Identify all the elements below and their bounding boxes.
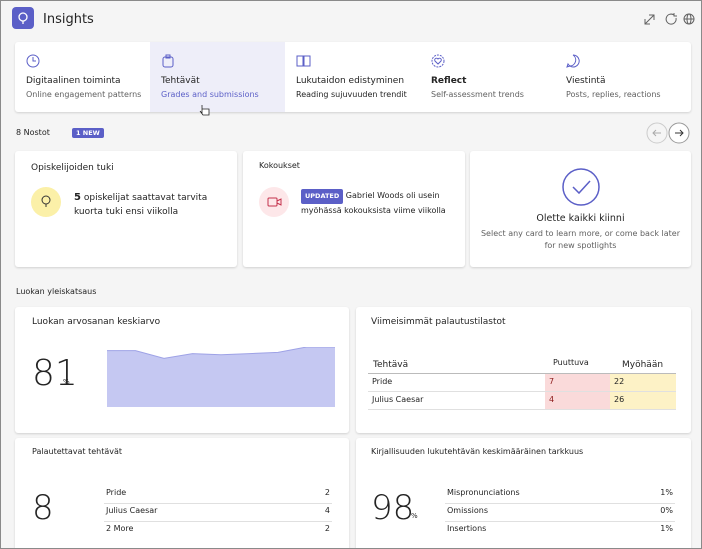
tab-icon bbox=[566, 54, 580, 68]
card-text: Select any card to learn more, or come b… bbox=[480, 229, 681, 250]
column-header: Tehtävä bbox=[373, 360, 409, 370]
bulb-icon bbox=[18, 12, 28, 24]
card-icon bbox=[31, 187, 61, 217]
row-value: 1% bbox=[660, 488, 673, 497]
tab-subtitle: Self-assessment trends bbox=[431, 90, 524, 99]
row-label: Insertions bbox=[447, 524, 487, 533]
card-title: Opiskelijoiden tuki bbox=[31, 163, 114, 173]
tab-title: Reflect bbox=[431, 76, 467, 86]
card-title: Kokoukset bbox=[259, 161, 300, 170]
tab-title: Viestintä bbox=[566, 76, 606, 86]
unit: % bbox=[411, 512, 418, 520]
card-title: Viimeisimmät palautustilastot bbox=[371, 317, 506, 327]
list-row: Omissions 0% bbox=[445, 504, 675, 522]
spotlight-count: 8 Nostot bbox=[16, 128, 50, 137]
row-value: 0% bbox=[660, 506, 673, 515]
check-icon bbox=[562, 168, 600, 206]
cell-late: 26 bbox=[610, 392, 676, 409]
row-label: Pride bbox=[106, 488, 127, 497]
column-header: Myöhään bbox=[622, 360, 664, 370]
list-row: 2 More 2 bbox=[104, 522, 332, 539]
card-icon bbox=[259, 187, 289, 217]
tab-title: Tehtävät bbox=[161, 76, 200, 86]
row-value: 2 bbox=[324, 524, 330, 533]
card-title: Olette kaikki kiinni bbox=[536, 213, 625, 224]
tab-selected[interactable]: Tehtävät Grades and submissions bbox=[150, 42, 285, 116]
card-text: 5 opiskelijat saattavat tarvita kuorta t… bbox=[74, 191, 224, 219]
tab[interactable]: Reflect Self-assessment trends bbox=[420, 42, 555, 112]
header-rule bbox=[368, 373, 676, 374]
cell: Pride bbox=[372, 377, 393, 386]
unit: % bbox=[63, 378, 70, 386]
row-value: 4 bbox=[324, 506, 330, 515]
tab-icon bbox=[26, 54, 40, 68]
list-row: Pride 2 bbox=[104, 486, 332, 504]
row-label: 2 More bbox=[106, 524, 134, 533]
tab-title: Digitaalinen toiminta bbox=[26, 76, 121, 86]
card-title: Luokan arvosanan keskiarvo bbox=[32, 317, 161, 327]
carousel-arrows[interactable] bbox=[646, 122, 690, 144]
tab-subtitle: Online engagement patterns bbox=[26, 90, 142, 99]
due-card[interactable]: Palautettavat tehtävät 8 Pride 2 Julius C… bbox=[15, 438, 349, 548]
card-message: opiskelijat saattavat tarvita kuorta tuk… bbox=[74, 193, 208, 217]
window-actions[interactable] bbox=[643, 12, 695, 26]
updated-badge: UPDATED bbox=[301, 189, 344, 204]
tab-subtitle: Reading sujuvuuden trendit bbox=[296, 90, 407, 99]
row-value: 2 bbox=[324, 488, 330, 497]
row-label: Mispronunciations bbox=[447, 488, 520, 497]
row-label: Omissions bbox=[447, 506, 489, 515]
big-number: 8 bbox=[32, 488, 54, 528]
cell-late: 22 bbox=[610, 374, 676, 391]
row-value: 1% bbox=[660, 524, 673, 533]
trend-line bbox=[107, 347, 335, 359]
tab[interactable]: Lukutaidon edistyminen Reading sujuvuude… bbox=[285, 42, 420, 112]
card-count: 5 bbox=[74, 192, 81, 203]
submissions-card[interactable]: Viimeisimmät palautustilastot Tehtävä Pu… bbox=[356, 307, 691, 433]
spotlight-card[interactable]: Kokoukset UPDATED Gabriel Woods oli usei… bbox=[243, 151, 465, 267]
cell-missing: 7 bbox=[545, 374, 610, 391]
app-icon bbox=[12, 7, 34, 29]
row-label: Julius Caesar bbox=[106, 506, 158, 515]
list-row: Julius Caesar 4 bbox=[104, 504, 332, 522]
cell: Julius Caesar bbox=[372, 395, 424, 404]
tab-icon bbox=[431, 54, 445, 68]
column-header: Puuttuva bbox=[553, 358, 589, 367]
sparkline bbox=[107, 347, 335, 407]
list-row: Insertions 1% bbox=[445, 522, 675, 539]
big-number: 98 bbox=[371, 488, 415, 528]
accuracy-card[interactable]: Kirjallisuuden lukutehtävän keskimääräin… bbox=[356, 438, 691, 548]
tab-icon bbox=[162, 54, 174, 68]
table-row: Pride 7 22 bbox=[368, 374, 676, 392]
trend-area bbox=[107, 347, 335, 407]
grade-card[interactable]: Luokan arvosanan keskiarvo 81 % bbox=[15, 307, 349, 433]
spotlight-card[interactable]: Olette kaikki kiinni Select any card to … bbox=[470, 151, 691, 267]
tab[interactable]: Digitaalinen toiminta Online engagement … bbox=[15, 42, 150, 112]
tab-icon bbox=[296, 55, 311, 67]
big-number: 81 bbox=[32, 353, 78, 394]
cursor bbox=[199, 105, 210, 116]
card-title: Palautettavat tehtävät bbox=[32, 447, 123, 456]
new-badge: 1 NEW bbox=[72, 128, 104, 138]
cell-missing: 4 bbox=[545, 392, 610, 409]
tab[interactable]: Viestintä Posts, replies, reactions bbox=[555, 42, 691, 112]
spotlight-card[interactable]: Opiskelijoiden tuki 5 opiskelijat saatta… bbox=[15, 151, 237, 267]
tab-title: Lukutaidon edistyminen bbox=[296, 76, 405, 86]
tab-bar: Digitaalinen toiminta Online engagement … bbox=[15, 42, 691, 116]
tab-subtitle: Grades and submissions bbox=[161, 90, 259, 99]
card-message: Gabriel Woods oli usein myöhässä kokouks… bbox=[301, 191, 446, 215]
app-title: Insights bbox=[43, 12, 94, 27]
card-text: UPDATED Gabriel Woods oli usein myöhässä… bbox=[301, 189, 451, 217]
tab-subtitle: Posts, replies, reactions bbox=[566, 90, 661, 99]
list-row: Mispronunciations 1% bbox=[445, 486, 675, 504]
table-row: Julius Caesar 4 26 bbox=[368, 392, 676, 410]
section-title: Luokan yleiskatsaus bbox=[16, 287, 97, 296]
card-title: Kirjallisuuden lukutehtävän keskimääräin… bbox=[371, 447, 584, 456]
